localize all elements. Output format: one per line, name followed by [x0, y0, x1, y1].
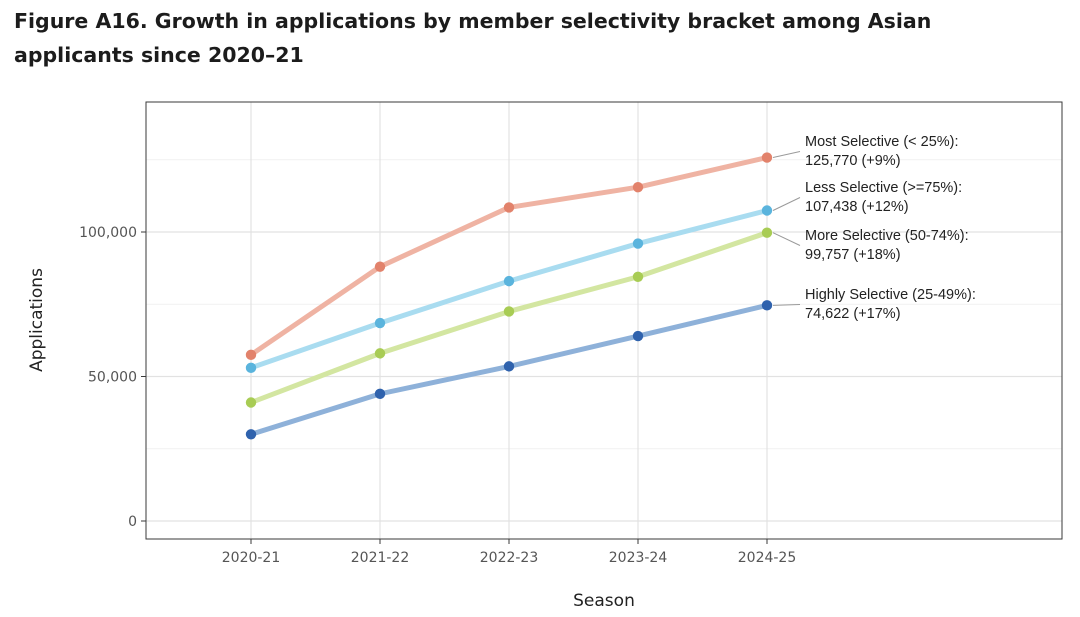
- leader-line-highly: [772, 304, 801, 306]
- data-point-highly: [374, 388, 386, 400]
- data-point-more: [374, 348, 386, 359]
- y-axis-tick-label: 100,000: [79, 225, 137, 241]
- data-point-highly: [632, 330, 644, 342]
- data-point-more: [503, 306, 515, 317]
- x-axis-tick-label: 2022-23: [480, 550, 539, 566]
- data-point-less: [761, 205, 773, 216]
- leader-line-more: [772, 232, 801, 246]
- data-point-less: [632, 238, 644, 249]
- data-point-highly: [503, 361, 515, 372]
- annotation-more-line-2: 99,757 (+18%): [805, 247, 901, 263]
- annotation-most: Most Selective (< 25%): 125,770 (+9%): [805, 134, 959, 169]
- chart-title-line-2: applicants since 2020–21: [14, 43, 304, 67]
- data-point-most: [761, 152, 773, 163]
- data-point-highly: [245, 429, 257, 440]
- annotation-less-line-1: Less Selective (>=75%):: [805, 180, 962, 196]
- x-axis-tick-label: 2020-21: [222, 550, 281, 566]
- data-point-most: [374, 261, 386, 272]
- data-point-more: [632, 271, 644, 282]
- annotation-highly-line-2: 74,622 (+17%): [805, 306, 901, 322]
- grid-lines: [146, 102, 1062, 539]
- y-axis-tick-label: 50,000: [88, 370, 137, 386]
- x-axis: 2020-21 2021-22 2022-23 2023-24 2024-25: [222, 539, 797, 566]
- annotation-most-line-1: Most Selective (< 25%):: [805, 134, 959, 150]
- leader-line-most: [772, 151, 801, 159]
- annotation-most-line-2: 125,770 (+9%): [805, 153, 901, 169]
- x-axis-tick-label: 2021-22: [351, 550, 410, 566]
- data-point-most: [245, 349, 257, 361]
- leader-line-less: [772, 197, 801, 211]
- data-point-more: [761, 227, 773, 238]
- series-annotations: Most Selective (< 25%): 125,770 (+9%) Less…: [805, 134, 976, 322]
- y-axis-title: Applications: [27, 268, 47, 372]
- x-axis-tick-label: 2023-24: [609, 550, 668, 566]
- annotation-leader-lines: [772, 151, 801, 306]
- y-axis: 0 50,000 100,000: [79, 225, 146, 530]
- data-point-less: [374, 317, 386, 329]
- annotation-highly: Highly Selective (25-49%): 74,622 (+17%): [805, 287, 976, 322]
- annotation-highly-line-1: Highly Selective (25-49%):: [805, 287, 976, 303]
- data-point-highly: [761, 300, 773, 311]
- y-axis-tick-label: 0: [128, 514, 137, 530]
- data-point-less: [503, 275, 515, 287]
- plot-panel-border: [145, 101, 1063, 540]
- x-axis-title: Season: [573, 591, 635, 611]
- data-point-most: [503, 202, 515, 213]
- data-point-more: [245, 397, 257, 408]
- chart-title-line-1: Figure A16. Growth in applications by me…: [14, 9, 932, 33]
- series-points: [245, 152, 773, 440]
- chart-title: Figure A16. Growth in applications by me…: [14, 4, 1064, 72]
- data-point-less: [245, 362, 257, 374]
- x-axis-tick-label: 2024-25: [738, 550, 797, 566]
- annotation-less-line-2: 107,438 (+12%): [805, 199, 909, 215]
- data-point-most: [632, 182, 644, 193]
- annotation-less: Less Selective (>=75%): 107,438 (+12%): [805, 180, 962, 215]
- annotation-more: More Selective (50-74%): 99,757 (+18%): [805, 228, 969, 263]
- annotation-more-line-1: More Selective (50-74%):: [805, 228, 969, 244]
